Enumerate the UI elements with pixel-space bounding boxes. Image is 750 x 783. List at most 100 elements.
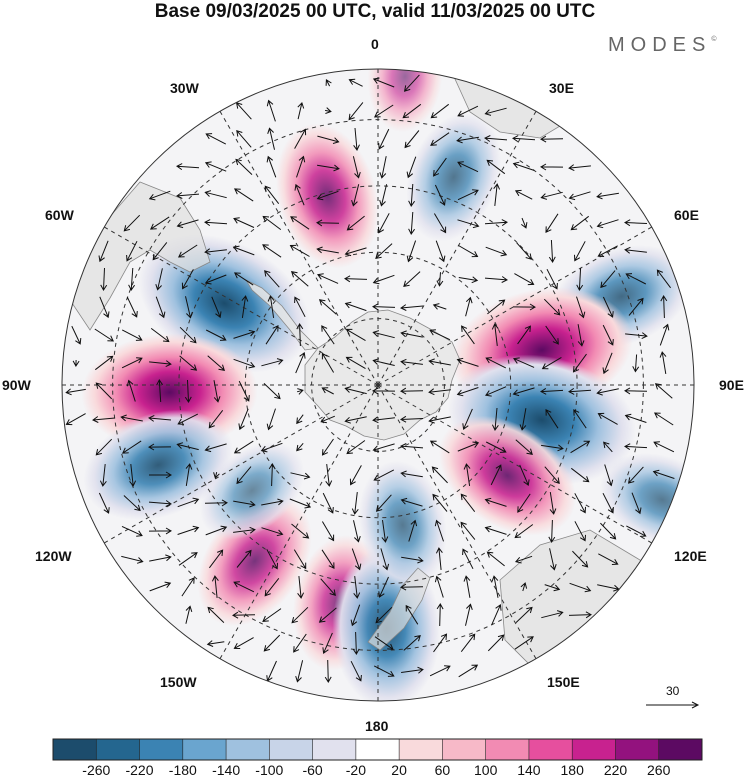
- wind-arrow-46: [264, 185, 280, 205]
- wind-arrow-353: [436, 603, 444, 627]
- wind-arrow-178: [513, 357, 535, 368]
- wind-arrow-203: [596, 388, 619, 396]
- wind-arrow-77: [624, 219, 648, 227]
- lon-label-180: 180: [365, 718, 389, 734]
- wind-arrow-302: [460, 521, 476, 540]
- wind-arrow-114: [546, 268, 558, 290]
- wind-arrow-122: [185, 296, 193, 319]
- wind-arrow-108: [372, 274, 395, 285]
- wind-arrow-99: [128, 267, 136, 291]
- wind-arrow-70: [433, 213, 447, 234]
- wind-arrow-171: [321, 352, 335, 373]
- lon-label-90w: 90W: [2, 377, 31, 393]
- anomaly-negative-14: [199, 441, 305, 540]
- wind-arrow-363: [322, 632, 333, 654]
- wind-arrow-113: [514, 273, 535, 286]
- wind-arrow-209: [148, 414, 172, 422]
- wind-arrow-206: [65, 413, 86, 426]
- modes-logo: MODES©: [608, 34, 717, 57]
- wind-arrow-293: [205, 525, 228, 536]
- wind-arrow-50: [379, 184, 388, 207]
- anomaly-negative-6: [358, 460, 447, 590]
- lon-label-90e: 90E: [719, 377, 744, 393]
- reference-vector: [646, 701, 700, 709]
- wind-arrow-332: [297, 576, 305, 599]
- wind-arrow-318: [380, 548, 390, 571]
- lon-label-30e: 30E: [549, 80, 574, 96]
- lon-label-120e: 120E: [674, 548, 707, 564]
- wind-arrow-139: [660, 295, 668, 319]
- wind-arrow-68: [378, 213, 390, 234]
- wind-arrow-47: [294, 183, 305, 206]
- wind-arrow-173: [372, 358, 395, 366]
- wind-arrow-162: [72, 359, 80, 367]
- wind-arrow-177: [485, 357, 507, 369]
- wind-arrow-316: [321, 549, 335, 570]
- wind-arrow-42: [148, 190, 171, 201]
- wind-arrow-144: [179, 326, 197, 344]
- wind-arrow-69: [408, 211, 416, 235]
- wind-arrow-294: [233, 526, 256, 534]
- south-america-landmass: [69, 181, 211, 331]
- wind-arrow-246: [603, 441, 613, 453]
- colorbar-swatch-13: [615, 739, 660, 760]
- wind-arrow-193: [321, 387, 334, 395]
- colorbar-border: [52, 738, 703, 761]
- wind-arrow-230: [148, 443, 172, 451]
- wind-arrow-101: [181, 269, 194, 290]
- wind-arrow-56: [540, 191, 563, 200]
- wind-arrow-220: [462, 408, 473, 430]
- wind-arrow-309: [121, 555, 144, 564]
- wind-arrow-269: [652, 469, 675, 479]
- colorbar-label-6: -20: [345, 762, 367, 778]
- wind-arrow-16: [267, 127, 275, 150]
- colorbar-swatch-3: [182, 739, 227, 760]
- wind-arrow-134: [512, 303, 536, 311]
- wind-arrow-204: [624, 387, 648, 395]
- wind-arrow-157: [545, 325, 559, 345]
- wind-arrow-0: [325, 79, 332, 87]
- colorbar-swatch-9: [442, 739, 487, 760]
- wind-arrow-253: [213, 471, 220, 479]
- wind-arrow-373: [324, 659, 332, 683]
- wind-arrow-111: [458, 276, 479, 284]
- wind-arrow-312: [209, 549, 224, 569]
- colorbar-label-7: 20: [391, 762, 407, 778]
- wind-arrow-335: [378, 576, 389, 598]
- lon-label-150w: 150W: [160, 674, 197, 690]
- wind-arrow-169: [261, 358, 284, 367]
- wind-arrow-376: [401, 666, 424, 674]
- wind-arrow-132: [465, 296, 473, 317]
- anomaly-positive-7: [276, 123, 379, 269]
- wind-arrow-205: [654, 383, 673, 399]
- wind-arrow-21: [404, 130, 420, 149]
- wind-arrow-304: [514, 524, 534, 539]
- wind-arrow-338: [463, 575, 471, 598]
- reference-vector-label: 30: [666, 684, 680, 698]
- wind-arrow-249: [99, 464, 107, 487]
- wind-arrow-5: [266, 99, 276, 122]
- wind-arrow-342: [569, 582, 592, 593]
- wind-arrow-347: [262, 608, 282, 622]
- wind-arrow-156: [517, 325, 531, 345]
- wind-arrow-355: [491, 604, 502, 626]
- wind-arrow-84: [262, 244, 282, 258]
- wind-arrow-261: [431, 466, 448, 484]
- wind-arrow-124: [241, 295, 249, 318]
- wind-arrow-130: [400, 304, 424, 311]
- wind-arrow-322: [486, 551, 505, 567]
- wind-arrow-176: [456, 357, 479, 367]
- wind-arrow-121: [155, 296, 166, 319]
- wind-arrow-349: [318, 607, 337, 623]
- wind-arrow-137: [602, 296, 614, 318]
- wind-arrow-258: [349, 465, 362, 486]
- wind-arrow-37: [457, 161, 479, 173]
- wind-arrow-262: [463, 463, 471, 486]
- wind-arrow-283: [460, 493, 476, 513]
- wind-arrow-164: [121, 357, 143, 369]
- colorbar-label-3: -140: [212, 762, 241, 778]
- wind-arrow-372: [295, 660, 304, 683]
- wind-arrow-314: [266, 549, 278, 570]
- wind-arrow-86: [316, 246, 339, 254]
- wind-arrow-290: [121, 525, 143, 537]
